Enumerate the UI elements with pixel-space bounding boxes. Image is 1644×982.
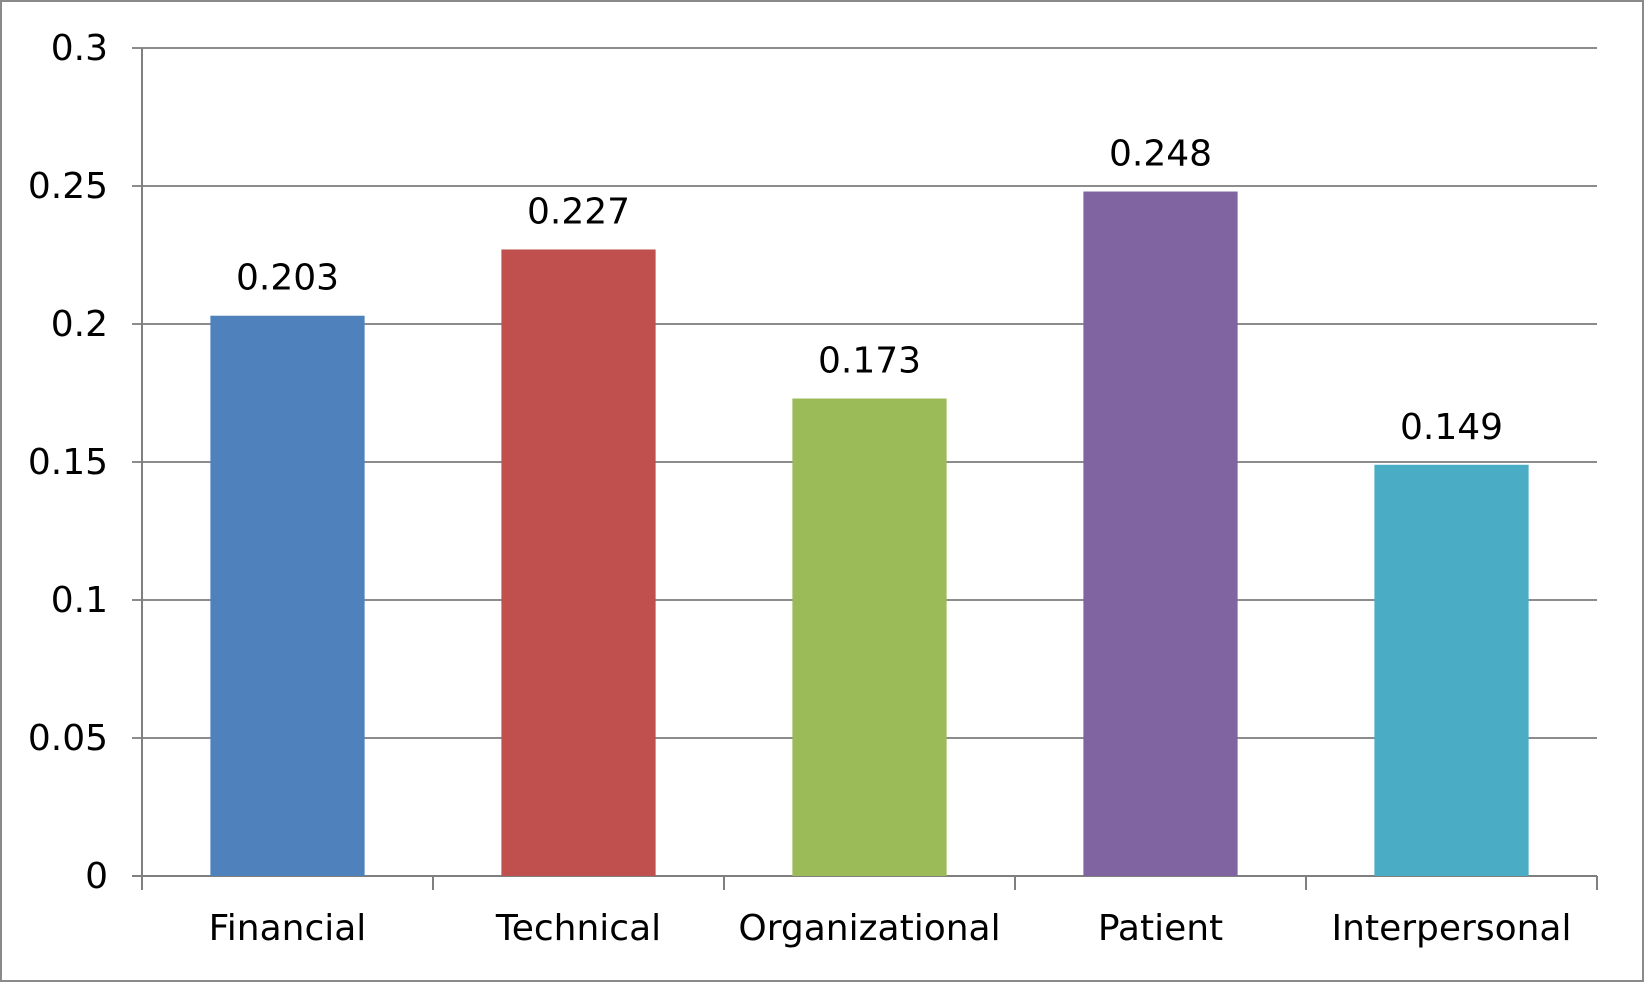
y-tick-label: 0.15 [28, 442, 108, 483]
bar-financial [210, 315, 365, 877]
bar-organizational [792, 398, 947, 876]
y-tick-label: 0.25 [28, 166, 108, 207]
data-label: 0.149 [1400, 407, 1503, 448]
bar-interpersonal [1374, 464, 1529, 876]
category-label: Financial [209, 908, 367, 949]
y-tick-label: 0.1 [51, 580, 108, 621]
data-label: 0.173 [818, 341, 921, 382]
data-label: 0.203 [236, 258, 339, 299]
data-label: 0.227 [527, 191, 630, 232]
category-label: Organizational [738, 908, 1000, 949]
category-label: Patient [1098, 908, 1223, 949]
y-tick-label: 0 [85, 856, 108, 897]
y-tick-label: 0.2 [51, 304, 108, 345]
data-label: 0.248 [1109, 134, 1212, 175]
category-label: Technical [495, 908, 661, 949]
bar-patient [1083, 191, 1238, 876]
bar-technical [501, 249, 656, 877]
y-tick-label: 0.05 [28, 718, 108, 759]
y-tick-label: 0.3 [51, 28, 108, 69]
category-label: Interpersonal [1332, 908, 1572, 949]
